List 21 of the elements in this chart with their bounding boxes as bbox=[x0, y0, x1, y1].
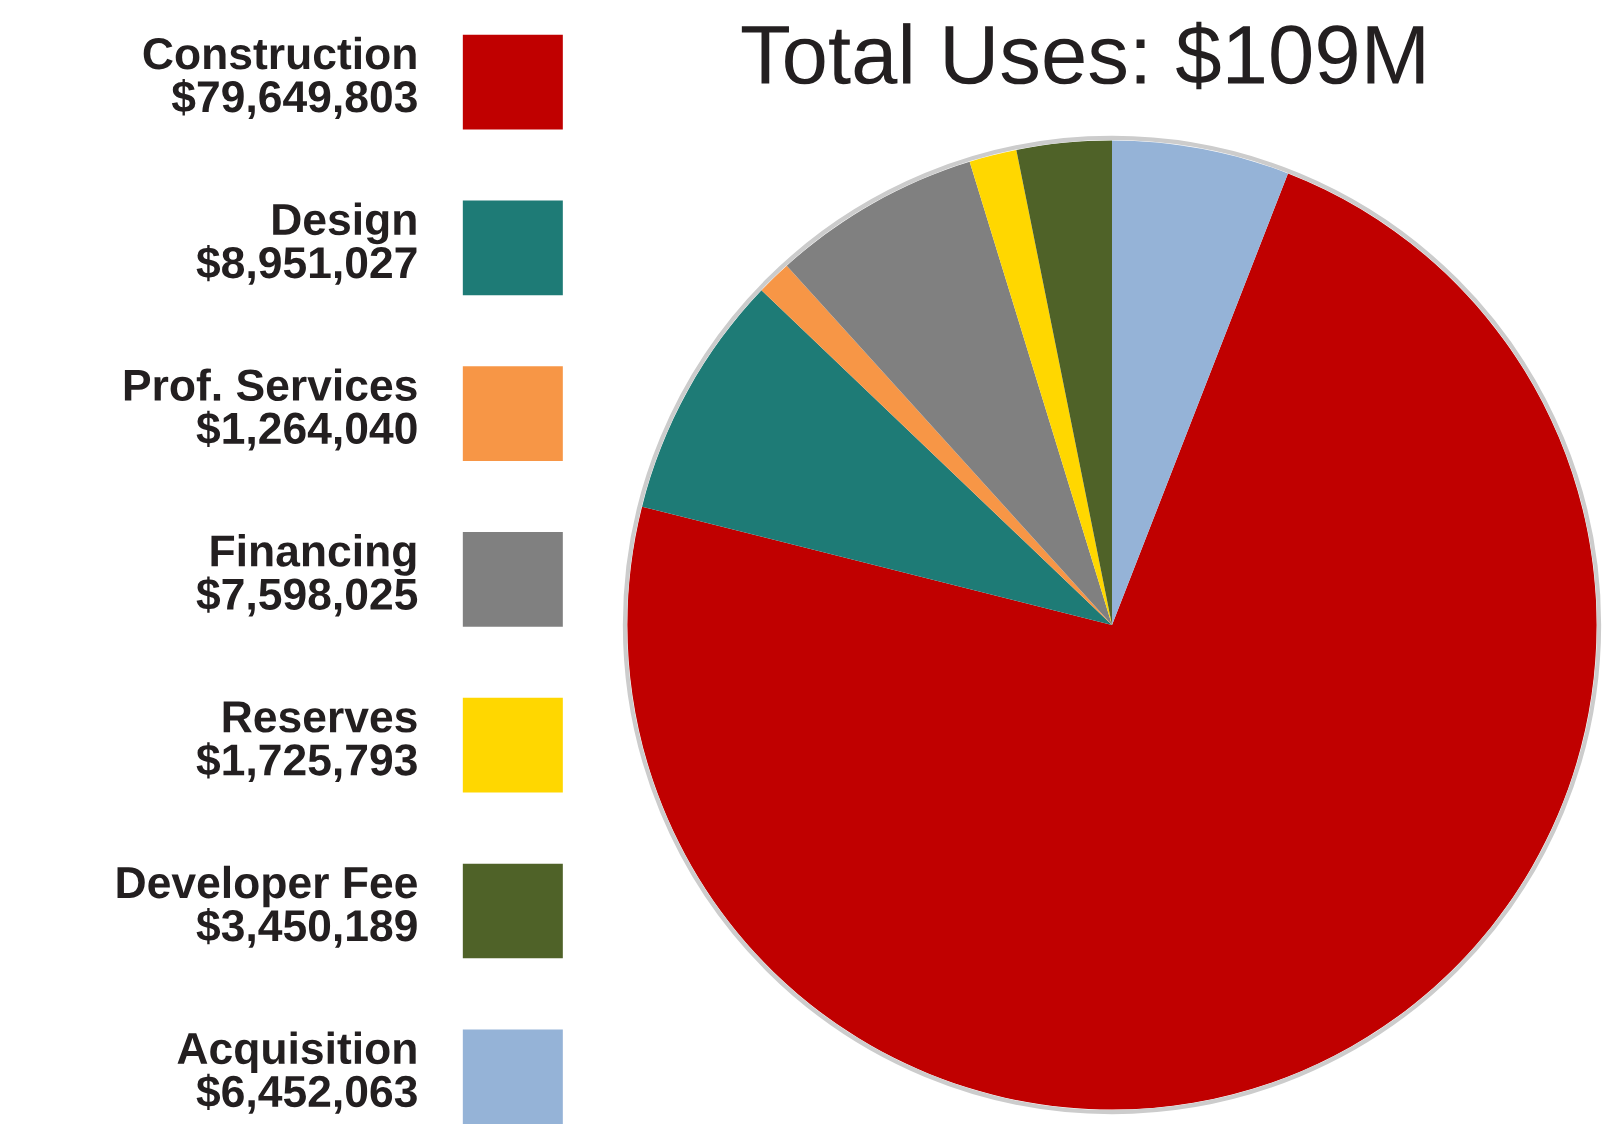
legend-label: Reserves bbox=[223, 701, 417, 733]
data-label: $6,452,063 bbox=[196, 1073, 417, 1114]
data-label: $3,450,189 bbox=[196, 908, 417, 948]
legend-label: Construction bbox=[143, 36, 416, 70]
pie-slice bbox=[761, 265, 1112, 625]
chart-title: Total Uses: $109M bbox=[741, 21, 1424, 90]
data-label: $1,264,040 bbox=[196, 410, 417, 451]
data-label: $8,951,027 bbox=[196, 244, 417, 285]
legend-label: Design bbox=[273, 202, 416, 245]
legend-label: Developer Fee bbox=[117, 865, 417, 908]
data-label: $1,725,793 bbox=[196, 742, 417, 783]
legend-label: Acquisition bbox=[177, 1031, 416, 1073]
legend-label: Financing bbox=[211, 534, 416, 576]
pie-slice bbox=[1112, 140, 1288, 625]
pie-slice bbox=[786, 161, 1112, 625]
legend-label: Prof. Services bbox=[124, 368, 417, 402]
pie-slice bbox=[627, 173, 1597, 1110]
pie-slice bbox=[642, 290, 1112, 625]
pie-slice bbox=[1016, 140, 1112, 625]
data-label: $7,598,025 bbox=[196, 576, 418, 617]
data-label: $79,649,803 bbox=[171, 79, 417, 119]
